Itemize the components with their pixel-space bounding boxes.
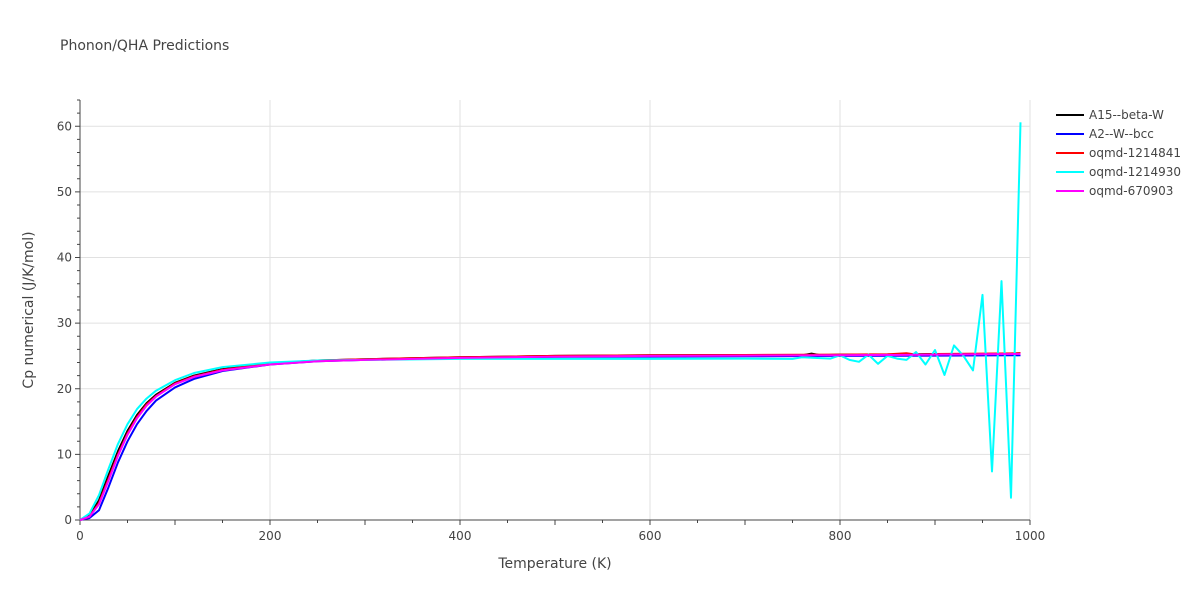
y-tick-label: 0 [64, 513, 72, 527]
x-tick-label: 600 [639, 529, 662, 543]
legend-item-A15--beta-W[interactable]: A15--beta-W [1056, 108, 1164, 122]
series-line-oqmd-670903[interactable] [79, 353, 1021, 521]
legend-label: oqmd-1214841 [1089, 146, 1181, 160]
legend-label: A15--beta-W [1089, 108, 1164, 122]
legend-label: oqmd-1214930 [1089, 165, 1181, 179]
x-tick-label: 800 [829, 529, 852, 543]
y-axis-label: Cp numerical (J/K/mol) [21, 231, 37, 388]
y-tick-label: 20 [57, 382, 72, 396]
series-line-A2--W--bcc[interactable] [79, 354, 1021, 521]
y-tick-label: 50 [57, 185, 72, 199]
legend[interactable]: A15--beta-W A2--W--bcc oqmd-1214841 oqmd-12… [1056, 108, 1181, 198]
y-tick-label: 60 [57, 119, 72, 133]
y-tick-label: 40 [57, 251, 72, 265]
series-line-oqmd-1214841[interactable] [79, 352, 1021, 521]
grid-layer [80, 100, 1031, 520]
legend-item-oqmd-1214841[interactable]: oqmd-1214841 [1056, 146, 1181, 160]
legend-item-oqmd-670903[interactable]: oqmd-670903 [1056, 184, 1173, 198]
legend-item-A2--W--bcc[interactable]: A2--W--bcc [1056, 127, 1154, 141]
x-axis-label: Temperature (K) [497, 556, 611, 572]
chart-title: Phonon/QHA Predictions [60, 38, 229, 54]
legend-item-oqmd-1214930[interactable]: oqmd-1214930 [1056, 165, 1181, 179]
y-tick-label: 10 [57, 447, 72, 461]
legend-label: oqmd-670903 [1089, 184, 1173, 198]
legend-label: A2--W--bcc [1089, 127, 1154, 141]
axis-layer: 0 200 400 600 800 1000 0 10 20 30 40 50 60 [57, 99, 1046, 543]
series-layer [79, 122, 1022, 521]
series-line-A15--beta-W[interactable] [79, 352, 1021, 521]
x-tick-label: 0 [76, 529, 84, 543]
series-line-oqmd-1214930[interactable] [79, 122, 1022, 521]
x-tick-label: 400 [449, 529, 472, 543]
x-tick-label: 1000 [1015, 529, 1046, 543]
y-tick-label: 30 [57, 316, 72, 330]
x-tick-label: 200 [259, 529, 282, 543]
